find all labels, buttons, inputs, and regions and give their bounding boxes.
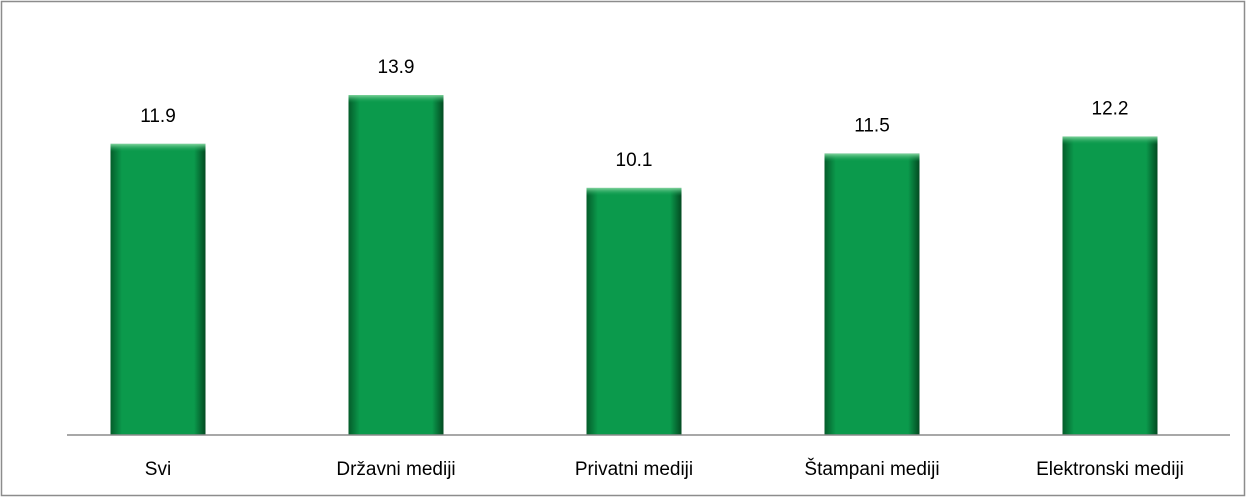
bar-highlight — [348, 95, 444, 103]
bar-shade — [1062, 136, 1158, 435]
bar-highlight — [110, 143, 206, 152]
bar-highlight — [586, 187, 682, 196]
bar-shade — [586, 187, 682, 435]
value-label: 11.9 — [140, 106, 176, 127]
x-tick-label: Štampani mediji — [804, 458, 939, 480]
bar-shade — [824, 153, 920, 436]
x-tick-label: Državni mediji — [336, 459, 455, 480]
bar-highlight — [1062, 136, 1158, 145]
x-tick-label: Privatni mediji — [575, 459, 693, 480]
value-label: 10.1 — [616, 150, 653, 171]
bar-shade — [348, 95, 444, 435]
x-tick-label: Svi — [145, 459, 171, 480]
x-tick-label: Elektronski mediji — [1036, 459, 1184, 480]
value-label: 12.2 — [1092, 99, 1129, 120]
value-label: 13.9 — [378, 57, 415, 78]
value-label: 11.5 — [854, 116, 890, 137]
bar-shade — [110, 143, 206, 435]
bar-highlight — [824, 153, 920, 162]
